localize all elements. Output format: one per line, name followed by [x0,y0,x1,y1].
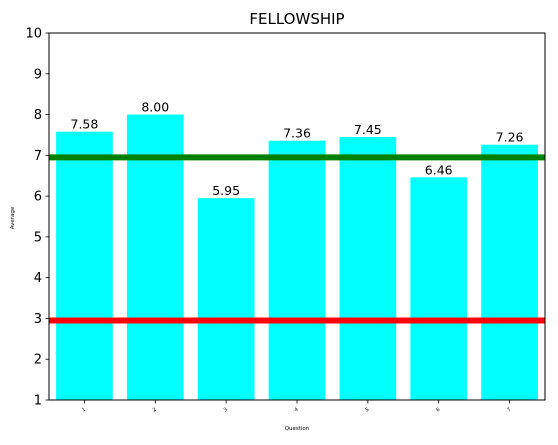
bar-value-label: 8.00 [141,100,169,115]
bars-layer [56,114,538,401]
x-tick-label: 2 [152,407,158,414]
x-axis-label: Question [285,426,310,432]
bar-4 [268,140,326,401]
chart-title: FELLOWSHIP [249,10,344,28]
bar-labels-layer: 7.58 8.00 5.95 7.36 7.45 6.46 7.26 [71,100,524,199]
x-tick-label: 7 [506,407,512,414]
bar-7 [481,144,538,400]
bar-value-label: 6.46 [425,162,453,177]
bar-2 [126,114,184,401]
bar-3 [197,198,255,400]
bar-value-label: 7.26 [496,130,524,145]
bar-value-label: 7.58 [71,117,99,132]
bar-value-label: 7.45 [354,122,382,137]
bar-value-label: 5.95 [212,183,240,198]
x-tick-label: 3 [223,407,229,414]
y-axis-label: Average [10,206,16,229]
y-tick-label: 1 [34,394,42,409]
y-tick-label: 7 [34,149,42,164]
y-tick-label: 9 [34,67,42,82]
bar-5 [339,136,397,400]
reference-lines-layer [49,154,545,324]
bar-1 [56,131,113,400]
y-tick-label: 6 [34,190,42,205]
y-axis: 1 2 3 4 5 6 7 8 9 10 [25,27,49,409]
y-tick-label: 2 [34,353,42,368]
y-tick-label: 8 [34,108,42,123]
x-tick-label: 4 [294,407,300,414]
x-tick-label: 5 [364,407,370,414]
y-tick-label: 3 [34,312,42,327]
x-axis: 1 2 3 4 5 6 7 [81,400,512,414]
y-tick-label: 10 [25,27,42,42]
y-tick-label: 4 [34,271,42,286]
bar-6 [410,177,468,400]
bar-value-label: 7.36 [283,126,311,141]
x-tick-label: 1 [81,407,87,414]
y-tick-label: 5 [34,230,42,245]
x-tick-label: 6 [435,407,441,414]
